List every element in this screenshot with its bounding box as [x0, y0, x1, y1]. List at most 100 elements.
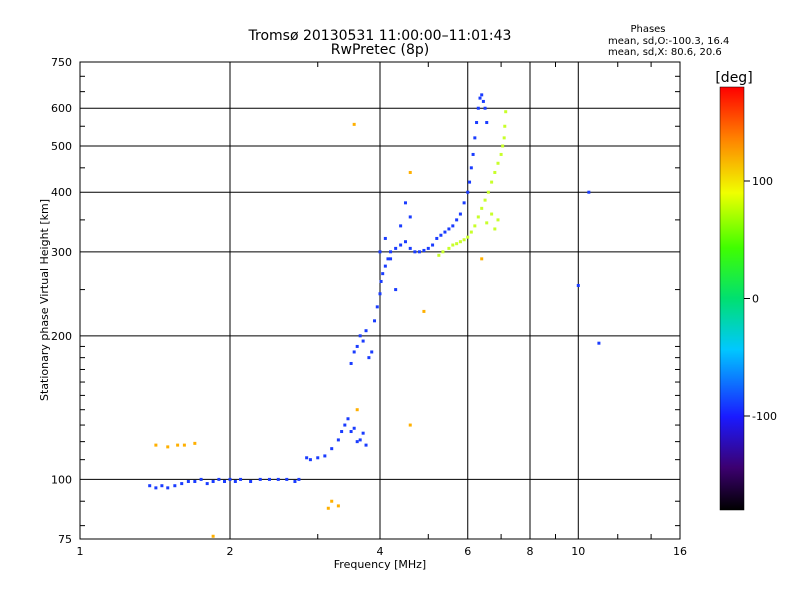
data-point-o	[431, 243, 435, 247]
colorbar-tick-label: 100	[752, 175, 773, 188]
colorbar-tick-label: 0	[752, 293, 759, 306]
data-point-x	[493, 170, 497, 174]
data-point-scattered	[330, 499, 334, 503]
data-point-o	[267, 477, 271, 481]
x-tick-label: 8	[527, 545, 534, 558]
data-point-x	[480, 206, 484, 210]
data-point-o	[597, 341, 601, 345]
chart-title: Tromsø 20130531 11:00:00–11:01:43	[248, 28, 512, 44]
data-point-o	[346, 417, 350, 421]
data-point-o	[422, 248, 426, 252]
data-point-o	[217, 477, 221, 481]
data-point-o	[439, 233, 443, 237]
data-point-o	[308, 458, 312, 462]
data-point-x	[499, 152, 503, 156]
data-point-x	[504, 110, 508, 114]
data-point-o	[394, 246, 398, 250]
y-tick-label: 500	[51, 140, 72, 153]
data-point-x	[486, 190, 490, 194]
data-point-o	[336, 438, 340, 442]
data-point-o	[473, 136, 477, 140]
data-point-scattered	[352, 122, 356, 126]
data-point-o	[394, 288, 398, 292]
data-point-o	[148, 484, 152, 488]
data-point-o	[408, 246, 412, 250]
data-point-o	[443, 230, 447, 234]
data-point-o	[297, 477, 301, 481]
data-point-o	[358, 334, 362, 338]
x-tick-label: 6	[464, 545, 471, 558]
data-point-scattered	[193, 441, 197, 445]
data-point-o	[205, 482, 209, 486]
data-point-o	[475, 121, 479, 125]
data-point-o	[386, 257, 390, 261]
data-point-o	[480, 93, 484, 97]
data-point-x	[493, 227, 497, 231]
data-point-o	[361, 339, 365, 343]
data-point-o	[458, 212, 462, 216]
x-tick-label: 10	[571, 545, 585, 558]
data-point-x	[496, 161, 500, 165]
data-point-o	[481, 99, 485, 103]
data-point-o	[466, 190, 470, 194]
data-point-x	[476, 215, 480, 219]
data-point-o	[403, 201, 407, 205]
y-tick-label: 200	[51, 330, 72, 343]
x-tick-label: 2	[227, 545, 234, 558]
data-point-scattered	[336, 504, 340, 508]
x-tick-label: 16	[673, 545, 687, 558]
data-point-o	[483, 106, 487, 110]
data-point-o	[330, 447, 334, 451]
x-tick-label: 1	[77, 545, 84, 558]
data-point-o	[381, 272, 385, 276]
data-point-o	[399, 224, 403, 228]
data-point-o	[228, 477, 232, 481]
data-point-o	[455, 218, 459, 222]
data-point-o	[364, 329, 368, 333]
y-tick-label: 300	[51, 246, 72, 259]
data-point-x	[502, 136, 506, 140]
phases-x-stats: mean, sd,X: 80.6, 20.6	[608, 47, 722, 58]
data-point-o	[305, 456, 309, 460]
data-point-o	[166, 486, 170, 490]
data-point-scattered	[154, 443, 158, 447]
data-point-o	[426, 246, 430, 250]
data-point-o	[485, 121, 489, 125]
data-point-x	[455, 242, 459, 246]
data-point-o	[233, 479, 237, 483]
data-point-o	[352, 350, 356, 354]
data-point-x	[485, 221, 489, 225]
data-point-o	[399, 243, 403, 247]
data-point-o	[285, 477, 289, 481]
y-tick-label: 400	[51, 186, 72, 199]
chart-subtitle: RwPretec (8p)	[331, 42, 429, 58]
data-point-o	[223, 479, 227, 483]
data-point-o	[358, 438, 362, 442]
data-point-o	[276, 477, 280, 481]
points-layer	[148, 93, 601, 538]
data-point-o	[323, 454, 327, 458]
data-point-scattered	[326, 506, 330, 510]
data-point-o	[361, 431, 365, 435]
data-point-x	[473, 224, 477, 228]
data-point-o	[186, 479, 190, 483]
data-point-x	[490, 212, 494, 216]
data-point-o	[471, 152, 475, 156]
x-tick-label: 4	[377, 545, 384, 558]
data-point-o	[435, 236, 439, 240]
data-point-o	[408, 215, 412, 219]
data-point-o	[389, 257, 393, 261]
data-point-scattered	[480, 257, 484, 261]
data-point-x	[483, 198, 487, 202]
data-point-x	[451, 243, 455, 247]
data-point-x	[466, 235, 470, 239]
data-point-scattered	[408, 170, 412, 174]
y-tick-label: 75	[58, 533, 72, 546]
colorbar-ticks: 100 0 -100	[744, 175, 777, 423]
data-point-o	[316, 456, 320, 460]
data-point-o	[211, 479, 215, 483]
data-point-o	[349, 361, 353, 365]
data-point-o	[249, 479, 253, 483]
colorbar	[719, 86, 745, 511]
